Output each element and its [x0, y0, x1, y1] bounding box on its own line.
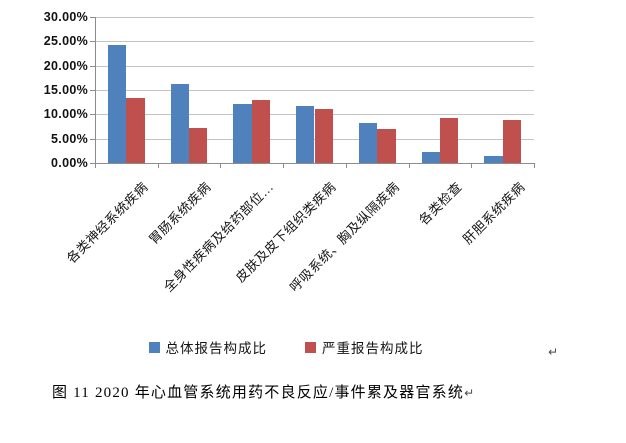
bar-total: [484, 155, 503, 163]
gridline: [95, 65, 534, 67]
x-axis-tick: [220, 164, 222, 168]
gridline: [95, 17, 534, 18]
x-axis-tick: [95, 164, 96, 168]
gridline: [95, 90, 534, 91]
gridline: [95, 41, 534, 43]
legend-label: 严重报告构成比: [322, 341, 424, 356]
y-axis-tick: [90, 65, 95, 67]
bar-total: [421, 152, 440, 163]
x-axis-line: [95, 163, 535, 164]
bar-total: [233, 104, 252, 163]
x-axis-tick: [157, 164, 159, 168]
x-axis-tick: [471, 164, 473, 168]
legend-swatch: [148, 341, 160, 353]
y-axis-tick: [90, 17, 95, 18]
legend-item: 严重报告构成比: [305, 337, 424, 357]
bar-serious: [377, 128, 396, 163]
bar-serious: [126, 97, 145, 163]
y-axis-label: 20.00%: [43, 58, 88, 73]
figure-caption-text: 图 11 2020 年心血管系统用药不良反应/事件累及器官系统: [52, 385, 465, 401]
y-axis-label: 25.00%: [43, 34, 88, 49]
figure-caption: 图 11 2020 年心血管系统用药不良反应/事件累及器官系统↵: [52, 381, 474, 402]
bar-serious: [251, 99, 271, 163]
x-axis-label: 各类神经系统疾病: [64, 179, 152, 267]
legend-label: 总体报告构成比: [165, 341, 267, 356]
x-axis-tick: [534, 164, 535, 168]
x-axis-label: 各类检查: [415, 179, 465, 228]
x-axis-label: 肝胆系统疾病: [459, 179, 528, 248]
y-axis-label: 30.00%: [43, 10, 88, 24]
bar-total: [358, 123, 378, 163]
x-axis-tick: [345, 164, 347, 168]
y-axis-tick: [90, 41, 95, 43]
bar-serious: [502, 120, 521, 163]
bar-total: [296, 105, 315, 163]
chart-legend: 总体报告构成比 严重报告构成比: [0, 337, 572, 357]
x-axis-tick: [408, 164, 410, 168]
y-axis-tick: [90, 138, 95, 140]
bar-total: [170, 83, 190, 163]
legend-item: 总体报告构成比: [148, 337, 268, 357]
y-axis-tick: [90, 90, 95, 91]
legend-swatch: [305, 341, 316, 353]
paragraph-return-mark: ↵: [548, 345, 559, 359]
y-axis-line: [95, 17, 96, 163]
y-axis-tick: [90, 163, 95, 164]
bar-serious: [314, 108, 333, 163]
bar-total: [108, 44, 127, 163]
y-axis-label: 5.00%: [51, 131, 88, 146]
y-axis-label: 10.00%: [43, 107, 88, 122]
x-axis-tick: [283, 164, 285, 168]
x-axis-label: 呼吸系统、胸及纵隔疾病: [286, 179, 402, 295]
bar-serious: [439, 117, 459, 163]
bar-serious: [189, 127, 208, 163]
caption-return-mark: ↵: [464, 386, 475, 400]
x-axis-label: 全身性疾病及给药部位…: [160, 179, 277, 295]
y-axis-label: 0.00%: [51, 156, 88, 170]
y-axis-label: 15.00%: [43, 83, 88, 97]
y-axis-tick: [90, 114, 95, 116]
